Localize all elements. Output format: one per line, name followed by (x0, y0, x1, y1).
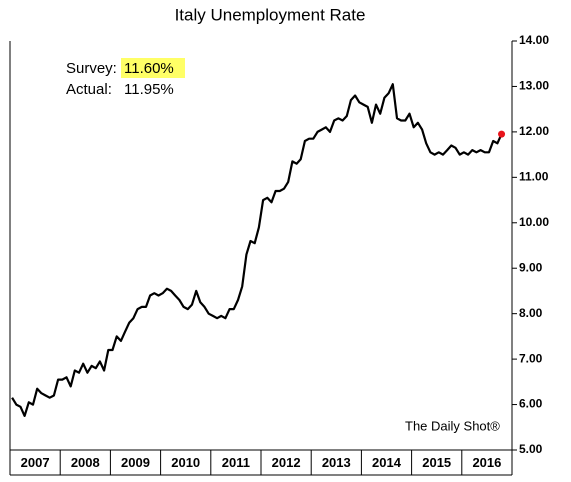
y-tick-label: 7.00 (519, 351, 543, 365)
y-tick-label: 9.00 (519, 260, 543, 274)
data-line (11, 83, 503, 417)
actual-value: 11.95% (124, 81, 174, 98)
y-tick-label: 10.00 (519, 215, 549, 229)
y-tick-label: 6.00 (519, 397, 543, 411)
x-tick-label: 2015 (422, 455, 451, 470)
survey-label: Survey: (66, 60, 117, 77)
survey-value: 11.60% (124, 60, 174, 77)
x-tick-label: 2010 (171, 455, 200, 470)
x-tick-label: 2009 (121, 455, 150, 470)
x-tick-label: 2016 (472, 455, 501, 470)
y-tick-label: 13.00 (519, 79, 549, 93)
y-tick-label: 8.00 (519, 306, 543, 320)
x-tick-label: 2008 (71, 455, 100, 470)
actual-label: Actual: (66, 81, 112, 98)
x-tick-label: 2013 (322, 455, 351, 470)
y-tick-label: 11.00 (519, 170, 549, 184)
x-tick-label: 2012 (272, 455, 301, 470)
x-tick-label: 2007 (21, 455, 50, 470)
survey-highlight (121, 58, 185, 78)
source: The Daily Shot® (405, 418, 500, 433)
latest-point (498, 130, 506, 138)
chart-title: Italy Unemployment Rate (175, 5, 366, 24)
y-tick-label: 14.00 (519, 33, 549, 47)
y-tick-label: 12.00 (519, 124, 549, 138)
y-tick-label: 5.00 (519, 442, 543, 456)
x-tick-label: 2011 (222, 455, 250, 470)
x-tick-label: 2014 (372, 455, 402, 470)
